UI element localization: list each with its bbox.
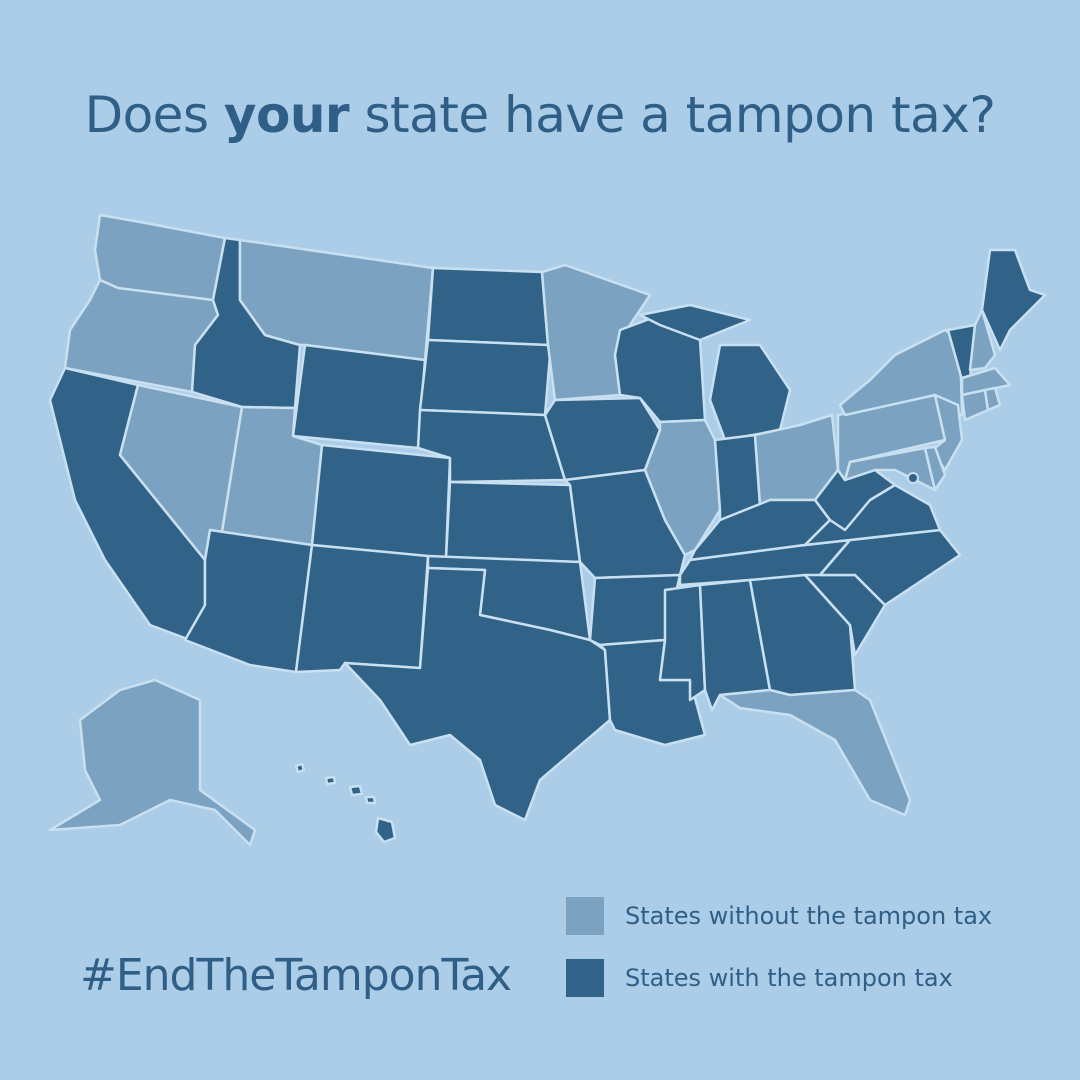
- legend-swatch-tax: [566, 959, 604, 997]
- state-shape: [930, 393, 964, 472]
- state-shape: [426, 266, 550, 347]
- state-shape: [718, 688, 912, 817]
- state-shape: [960, 366, 1012, 397]
- state-shape: [348, 784, 364, 797]
- state-shape: [343, 566, 612, 822]
- state-shape: [923, 445, 947, 492]
- state-shape: [638, 303, 752, 342]
- state-shape: [983, 386, 1002, 412]
- page-title: Does your state have a tampon tax?: [0, 86, 1080, 144]
- state-ia: [543, 396, 662, 482]
- state-shape: [364, 795, 377, 805]
- state-nd: [426, 266, 550, 347]
- state-shape: [980, 248, 1047, 352]
- state-co: [310, 443, 452, 560]
- legend-swatch-no-tax: [566, 897, 604, 935]
- state-shape: [643, 418, 722, 557]
- legend-item-no-tax: States without the tampon tax: [566, 897, 992, 935]
- state-hi: [294, 762, 397, 844]
- state-shape: [708, 343, 792, 442]
- state-de: [923, 445, 947, 492]
- state-shape: [374, 816, 397, 844]
- state-shape: [294, 543, 430, 674]
- state-nj: [930, 393, 964, 472]
- state-shape: [291, 343, 427, 450]
- title-text: state have a tampon tax?: [349, 86, 996, 144]
- state-ct: [960, 388, 990, 422]
- state-ks: [444, 480, 582, 564]
- state-shape: [418, 338, 552, 417]
- legend-item-tax: States with the tampon tax: [566, 959, 953, 997]
- state-shape: [324, 775, 337, 786]
- state-ri: [983, 386, 1002, 412]
- state-nm: [294, 543, 430, 674]
- state-shape: [294, 762, 306, 774]
- state-ma: [960, 366, 1012, 397]
- title-text: Does: [84, 86, 224, 144]
- state-shape: [310, 443, 452, 560]
- state-wy: [291, 343, 427, 450]
- legend-label: States without the tampon tax: [625, 902, 993, 930]
- state-mi: [638, 303, 792, 442]
- state-shape: [960, 388, 990, 422]
- state-tx: [343, 566, 612, 822]
- state-il: [643, 418, 722, 557]
- state-shape: [543, 396, 662, 482]
- state-nh: [968, 308, 997, 372]
- state-ak: [48, 678, 257, 847]
- state-sd: [418, 338, 552, 417]
- state-shape: [968, 308, 997, 372]
- state-me: [980, 248, 1047, 352]
- state-fl: [718, 688, 912, 817]
- title-emphasis: your: [223, 86, 350, 144]
- state-shape: [48, 678, 257, 847]
- state-dc: [907, 472, 919, 484]
- hashtag: #EndTheTamponTax: [80, 950, 512, 1001]
- legend-label: States with the tampon tax: [625, 964, 953, 992]
- state-shape: [444, 480, 582, 564]
